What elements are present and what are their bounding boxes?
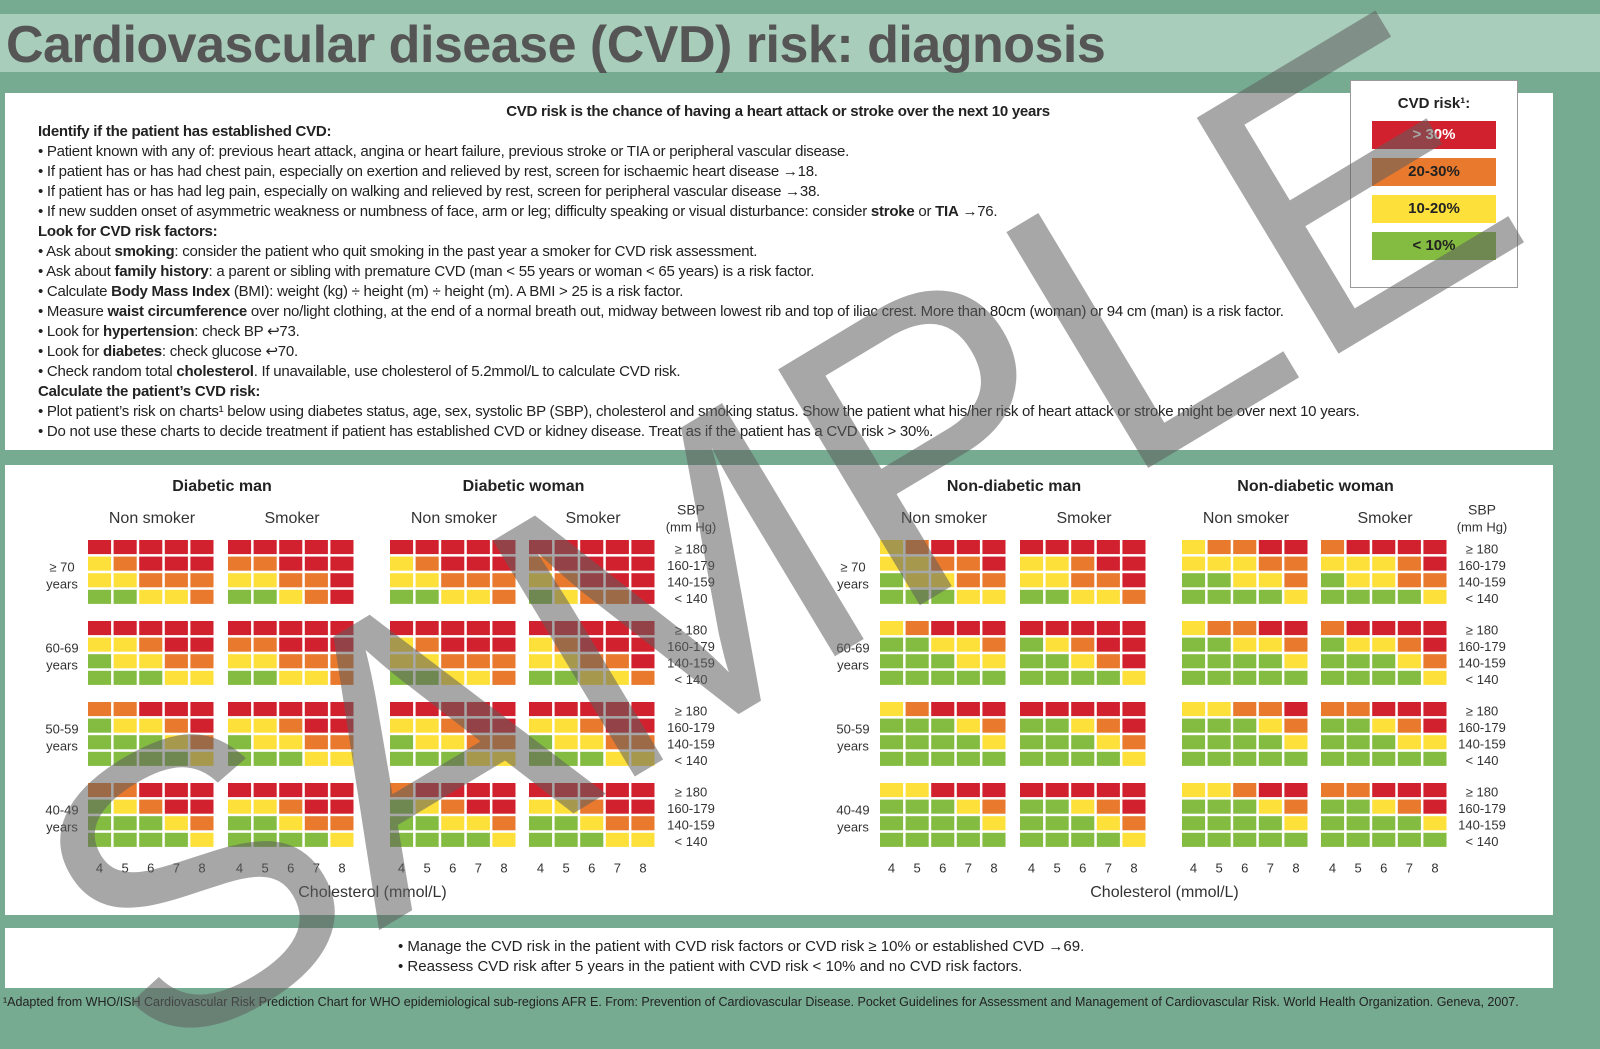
bold-run: diabetes [103, 343, 162, 360]
text-run: Do not use these charts to decide treatm… [46, 423, 934, 440]
text-run: Calculate [46, 283, 112, 300]
bullet-item: • If new sudden onset of asymmetric weak… [38, 203, 998, 220]
bold-run: smoking [114, 243, 175, 260]
section-title: Look for CVD risk factors: [38, 223, 218, 240]
bullet-item: • Manage the CVD risk in the patient wit… [398, 938, 1085, 955]
bullet-item: • If patient has or has had leg pain, es… [38, 183, 820, 200]
text-run: If patient has or has had leg pain, espe… [46, 183, 820, 200]
bullet-item: • Look for hypertension: check BP ↩73. [38, 323, 300, 340]
bullet-item: • Measure waist circumference over no/li… [38, 303, 1284, 320]
intro-text: CVD risk is the chance of having a heart… [38, 102, 1548, 442]
bullet-item: • Reassess CVD risk after 5 years in the… [398, 958, 1023, 975]
legend-title: CVD risk¹: [1397, 95, 1471, 112]
legend-item: 20-30% [1372, 158, 1496, 186]
text-run: : check BP ↩73. [194, 323, 300, 340]
text-run: : a parent or sibling with premature CVD… [208, 263, 815, 280]
text-run: Manage the CVD risk in the patient with … [407, 938, 1085, 955]
text-run: Look for [46, 343, 104, 360]
bullet-item: • Look for diabetes: check glucose ↩70. [38, 343, 298, 360]
text-run: . If unavailable, use cholesterol of 5.2… [253, 363, 681, 380]
text-run: or [914, 203, 936, 220]
bullet-item: • Do not use these charts to decide trea… [38, 423, 934, 440]
text-run: →76. [958, 203, 998, 220]
legend-item: < 10% [1372, 232, 1496, 260]
bold-run: TIA [935, 203, 959, 220]
page-title: Cardiovascular disease (CVD) risk: diagn… [6, 16, 1106, 74]
intro-panel [5, 93, 1553, 450]
bold-run: hypertension [103, 323, 195, 340]
bottom-panel [5, 928, 1553, 988]
text-run: If patient has or has had chest pain, es… [46, 163, 818, 180]
text-run: If new sudden onset of asymmetric weakne… [46, 203, 871, 220]
legend: CVD risk¹: > 30% 20-30% 10-20% < 10% [1350, 80, 1518, 288]
chart-panel [5, 465, 1553, 915]
bullet-item: • Plot patient’s risk on charts¹ below u… [38, 403, 1360, 420]
intro-heading: CVD risk is the chance of having a heart… [506, 103, 1050, 120]
bold-run: stroke [870, 203, 915, 220]
bold-run: cholesterol [176, 363, 254, 380]
text-run: Plot patient’s risk on charts¹ below usi… [46, 403, 1360, 420]
text-run: Ask about [46, 263, 115, 280]
bullet-item: • Check random total cholesterol. If una… [38, 363, 681, 380]
legend-item: > 30% [1372, 121, 1496, 149]
text-run: (BMI): weight (kg) ÷ height (m) ÷ height… [229, 283, 684, 300]
text-run: Ask about [46, 243, 115, 260]
footnote: ¹Adapted from WHO/ISH Cardiovascular Ris… [3, 995, 1519, 1009]
bold-run: Body Mass Index [111, 283, 230, 300]
title-band [0, 14, 1600, 72]
bottom-list: • Manage the CVD risk in the patient wit… [398, 937, 1084, 977]
text-run: over no/light clothing, at the end of a … [246, 303, 1284, 320]
text-run: Measure [46, 303, 108, 320]
text-run: Check random total [46, 363, 177, 380]
bullet-item: • Ask about family history: a parent or … [38, 263, 815, 280]
text-run: : consider the patient who quit smoking … [174, 243, 758, 260]
bullet-item: • Patient known with any of: previous he… [38, 143, 850, 160]
section-title: Calculate the patient’s CVD risk: [38, 383, 261, 400]
bold-run: waist circumference [107, 303, 247, 320]
bullet-item: • Calculate Body Mass Index (BMI): weigh… [38, 283, 684, 300]
bullet-item: • Ask about smoking: consider the patien… [38, 243, 758, 260]
text-run: Reassess CVD risk after 5 years in the p… [407, 958, 1023, 975]
bullet-item: • If patient has or has had chest pain, … [38, 163, 818, 180]
text-run: Look for [46, 323, 104, 340]
legend-item: 10-20% [1372, 195, 1496, 223]
section-title: Identify if the patient has established … [38, 123, 332, 140]
text-run: : check glucose ↩70. [161, 343, 298, 360]
text-run: Patient known with any of: previous hear… [46, 143, 850, 160]
bold-run: family history [114, 263, 209, 280]
